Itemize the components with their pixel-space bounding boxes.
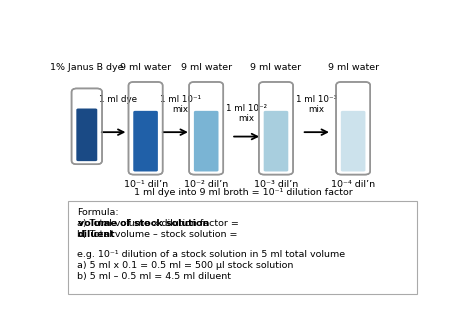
Text: 9 ml water: 9 ml water [250,63,301,72]
FancyBboxPatch shape [194,111,219,171]
Text: 1% Janus B dye: 1% Janus B dye [50,63,124,72]
Text: diluent: diluent [78,230,116,239]
FancyBboxPatch shape [76,109,97,161]
Text: 1 ml dye into 9 ml broth = 10⁻¹ dilution factor: 1 ml dye into 9 ml broth = 10⁻¹ dilution… [134,188,352,197]
Text: Formula:: Formula: [77,208,118,217]
FancyBboxPatch shape [128,82,163,175]
FancyBboxPatch shape [133,111,158,171]
Text: volume of stock solution: volume of stock solution [78,219,209,228]
Text: 9 ml water: 9 ml water [181,63,232,72]
Text: 10⁻⁴ dil’n: 10⁻⁴ dil’n [331,179,375,188]
Text: b) 5 ml – 0.5 ml = 4.5 ml diluent: b) 5 ml – 0.5 ml = 4.5 ml diluent [77,271,231,281]
FancyBboxPatch shape [72,88,102,164]
FancyBboxPatch shape [68,201,418,294]
Text: 10⁻³ dil’n: 10⁻³ dil’n [254,179,298,188]
FancyBboxPatch shape [336,82,370,175]
Text: 1 ml 10⁻²
mix: 1 ml 10⁻² mix [226,104,267,123]
Text: 10⁻¹ dil’n: 10⁻¹ dil’n [124,179,168,188]
Text: e.g. 10⁻¹ dilution of a stock solution in 5 ml total volume: e.g. 10⁻¹ dilution of a stock solution i… [77,250,345,259]
FancyBboxPatch shape [259,82,293,175]
Text: 1 ml 10⁻¹
mix: 1 ml 10⁻¹ mix [160,95,201,114]
Text: b) Total volume – stock solution =: b) Total volume – stock solution = [77,230,240,239]
FancyBboxPatch shape [264,111,288,171]
FancyBboxPatch shape [341,111,365,171]
Text: 9 ml water: 9 ml water [120,63,171,72]
Text: 1 ml dye: 1 ml dye [99,95,137,103]
Text: a) Total volume x dilution factor =: a) Total volume x dilution factor = [77,219,242,228]
Text: 10⁻² dil’n: 10⁻² dil’n [184,179,228,188]
Text: a) 5 ml x 0.1 = 0.5 ml = 500 μl stock solution: a) 5 ml x 0.1 = 0.5 ml = 500 μl stock so… [77,261,293,270]
FancyBboxPatch shape [189,82,223,175]
Text: 1 ml 10⁻³
mix: 1 ml 10⁻³ mix [296,95,337,114]
Text: 9 ml water: 9 ml water [328,63,379,72]
